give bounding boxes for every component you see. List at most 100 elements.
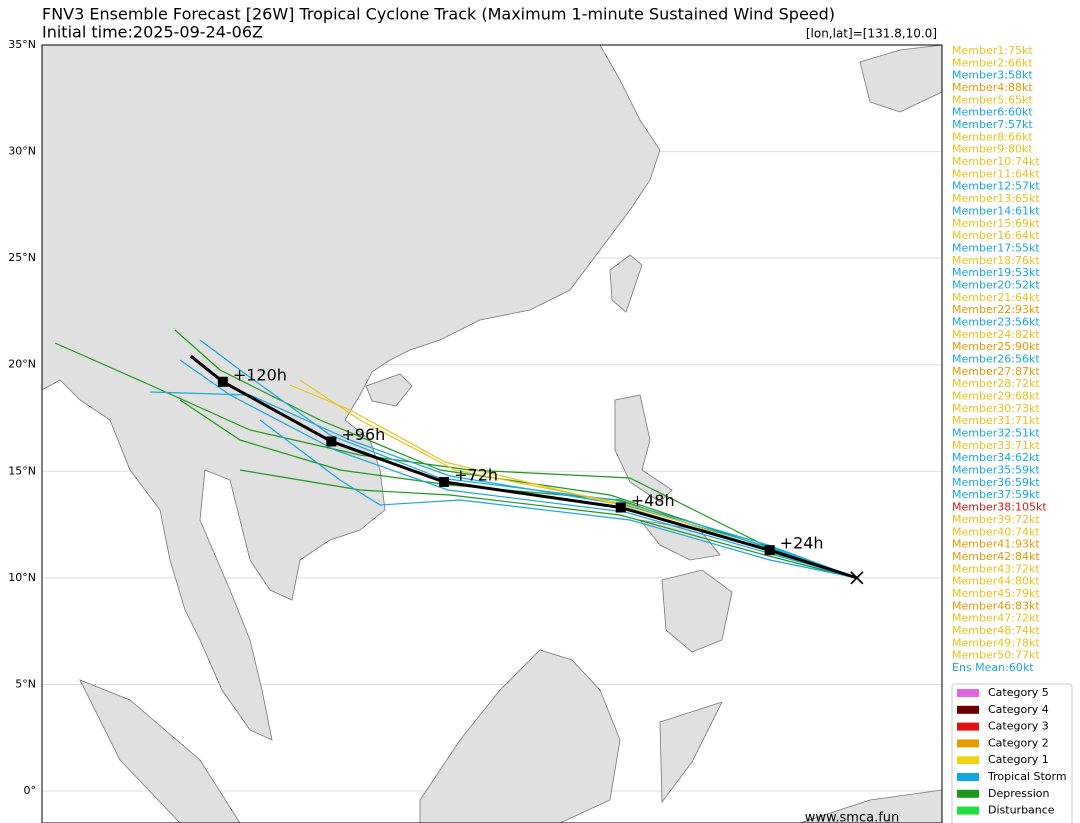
legend-swatch bbox=[957, 773, 979, 781]
member-label: Member23:56kt bbox=[952, 315, 1040, 328]
member-label: Member5:65kt bbox=[952, 93, 1033, 106]
member-label: Member26:56kt bbox=[952, 353, 1040, 366]
map: +24h +48h +72h +96h +120h bbox=[42, 45, 942, 823]
member-label: Member38:105kt bbox=[952, 501, 1047, 514]
legend-swatch bbox=[957, 756, 979, 765]
member-label: Member34:62kt bbox=[952, 451, 1040, 464]
legend-swatch bbox=[957, 739, 979, 748]
member-label: Member45:79kt bbox=[952, 587, 1040, 600]
member-label: Member3:58kt bbox=[952, 69, 1033, 82]
member-label: Member49:78kt bbox=[952, 636, 1040, 649]
lead-time-marker bbox=[439, 476, 450, 487]
legend-swatch bbox=[957, 689, 979, 697]
legend-box bbox=[951, 683, 1073, 823]
lat-label: 35°N bbox=[8, 38, 36, 51]
land-hainan bbox=[365, 373, 413, 407]
member-label: Member48:74kt bbox=[952, 624, 1040, 637]
member-label: Member32:51kt bbox=[952, 427, 1040, 440]
member-label: Member37:59kt bbox=[952, 488, 1040, 501]
member-label: Member16:64kt bbox=[952, 229, 1040, 242]
land-new-guinea bbox=[799, 789, 942, 823]
legend-swatch bbox=[957, 789, 979, 798]
member-label: Member44:80kt bbox=[952, 575, 1040, 588]
legend-swatch bbox=[957, 722, 979, 731]
member-label: Member19:53kt bbox=[952, 266, 1040, 279]
lead-time-label: +48h bbox=[631, 491, 675, 510]
member-label: Member27:87kt bbox=[952, 365, 1040, 378]
legend-label: Depression bbox=[988, 787, 1050, 800]
ensemble-tracks bbox=[54, 329, 858, 579]
legend-label: Category 1 bbox=[988, 753, 1049, 766]
lead-time-label: +72h bbox=[454, 465, 498, 484]
legend-label: Category 5 bbox=[988, 686, 1049, 699]
legend-swatch bbox=[957, 806, 979, 815]
legend-swatch bbox=[957, 705, 979, 714]
legend-label: Category 4 bbox=[988, 703, 1049, 716]
member-label: Member11:64kt bbox=[952, 167, 1040, 180]
lat-label: 0° bbox=[24, 784, 37, 797]
lat-label: 25°N bbox=[8, 251, 36, 264]
ensemble-track bbox=[259, 419, 858, 579]
lead-time-label: +96h bbox=[341, 425, 385, 444]
subtitle: Initial time:2025-09-24-06Z bbox=[42, 23, 263, 42]
member-label: Member4:88kt bbox=[952, 81, 1033, 94]
member-label: Member17:55kt bbox=[952, 241, 1040, 254]
member-label: Member29:68kt bbox=[952, 390, 1040, 403]
legend: Category 5 Category 4 Category 3 Category 2… bbox=[957, 686, 1067, 817]
member-label: Member46:83kt bbox=[952, 599, 1040, 612]
lead-time-marker bbox=[217, 376, 228, 387]
member-label: Member15:69kt bbox=[952, 217, 1040, 230]
land-taiwan bbox=[609, 254, 643, 313]
lat-label: 30°N bbox=[8, 145, 36, 158]
member-label: Member18:76kt bbox=[952, 254, 1040, 267]
land-asia bbox=[42, 45, 661, 741]
member-label: Member10:74kt bbox=[952, 155, 1040, 168]
member-label: Member24:82kt bbox=[952, 328, 1040, 341]
member-list: Member1:75ktMember2:66ktMember3:58ktMemb… bbox=[952, 44, 1047, 674]
lead-time-marker bbox=[615, 502, 626, 513]
member-label: Member1:75kt bbox=[952, 44, 1033, 57]
legend-label: Category 2 bbox=[988, 736, 1049, 749]
lead-time-label: +24h bbox=[780, 534, 824, 553]
member-label: Member36:59kt bbox=[952, 476, 1040, 489]
member-label: Member35:59kt bbox=[952, 464, 1040, 477]
member-label: Member9:80kt bbox=[952, 143, 1033, 156]
land-sumatra bbox=[79, 679, 241, 823]
member-label: Member28:72kt bbox=[952, 377, 1040, 390]
member-label: Member20:52kt bbox=[952, 278, 1040, 291]
member-label: Member40:74kt bbox=[952, 525, 1040, 538]
lead-time-label: +120h bbox=[233, 365, 287, 384]
legend-label: Disturbance bbox=[988, 804, 1055, 817]
member-label: Member47:72kt bbox=[952, 612, 1040, 625]
initial-position bbox=[850, 571, 864, 585]
member-label: Member12:57kt bbox=[952, 180, 1040, 193]
member-label: Member39:72kt bbox=[952, 513, 1040, 526]
watermark: www.smca.fun bbox=[805, 811, 900, 823]
land-japan bbox=[859, 45, 942, 113]
member-label: Member31:71kt bbox=[952, 414, 1040, 427]
legend-label: Category 3 bbox=[988, 720, 1049, 733]
member-label: Member30:73kt bbox=[952, 402, 1040, 415]
member-label: Member21:64kt bbox=[952, 291, 1040, 304]
lead-time-marker bbox=[764, 545, 775, 556]
legend-label: Tropical Storm bbox=[987, 770, 1067, 783]
member-label: Member13:65kt bbox=[952, 192, 1040, 205]
lat-labels: 35°N 30°N 25°N 20°N 15°N 10°N 5°N 0° bbox=[8, 38, 36, 797]
lat-label: 5°N bbox=[15, 677, 36, 690]
member-label: Member43:72kt bbox=[952, 562, 1040, 575]
member-label: Member42:84kt bbox=[952, 550, 1040, 563]
member-label: Member33:71kt bbox=[952, 439, 1040, 452]
land-sulawesi bbox=[659, 701, 723, 804]
member-label: Member8:66kt bbox=[952, 130, 1033, 143]
lead-time-marker bbox=[326, 436, 337, 447]
member-label: Member25:90kt bbox=[952, 340, 1040, 353]
lat-label: 20°N bbox=[8, 358, 36, 371]
member-label: Member2:66kt bbox=[952, 56, 1033, 69]
member-label: Member41:93kt bbox=[952, 538, 1040, 551]
mean-track-layer: +24h +48h +72h +96h +120h bbox=[189, 355, 864, 585]
map-frame bbox=[41, 44, 943, 823]
member-label: Member22:93kt bbox=[952, 303, 1040, 316]
member-label: Member7:57kt bbox=[952, 118, 1033, 131]
